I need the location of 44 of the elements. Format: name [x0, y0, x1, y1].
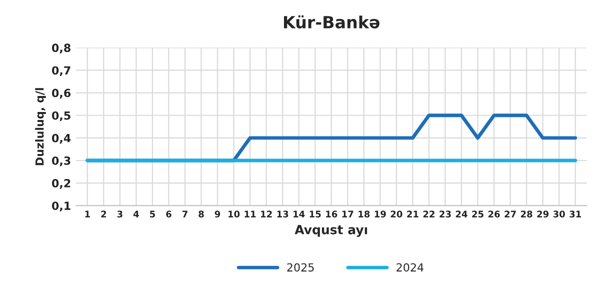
y-tick-label: 0,3 [52, 156, 70, 166]
x-tick-label: 20 [390, 210, 402, 218]
y-tick-label: 0,8 [52, 44, 70, 54]
x-tick-label: 3 [117, 210, 122, 218]
x-tick-label: 13 [277, 210, 288, 218]
y-tick-label: 0,4 [52, 134, 71, 144]
x-tick-label: 16 [326, 210, 338, 218]
y-tick-label: 0,7 [52, 66, 70, 76]
x-tick-label: 10 [228, 210, 240, 218]
x-tick-label: 15 [310, 210, 321, 218]
legend-label: 2025 [287, 263, 314, 272]
x-tick-label: 12 [261, 210, 272, 218]
x-tick-label: 11 [244, 210, 256, 218]
x-tick-label: 23 [440, 210, 451, 218]
y-tick-label: 0,2 [52, 179, 70, 189]
x-tick-label: 17 [342, 210, 354, 218]
x-tick-label: 4 [133, 210, 139, 218]
chart-title: Kür-Bankə [284, 15, 380, 28]
legend-label: 2024 [396, 263, 424, 272]
x-tick-label: 5 [150, 210, 155, 218]
x-tick-label: 6 [166, 210, 172, 218]
x-tick-label: 29 [537, 210, 549, 218]
x-tick-label: 25 [472, 210, 484, 218]
y-tick-label: 0,5 [52, 111, 70, 122]
x-tick-label: 18 [358, 210, 370, 218]
x-tick-label: 31 [570, 210, 581, 218]
y-tick-label: 0,6 [52, 88, 71, 99]
x-axis-title: Avqust ayı [294, 225, 368, 237]
x-tick-label: 19 [374, 210, 386, 218]
x-tick-label: 7 [182, 210, 188, 218]
x-tick-label: 26 [488, 210, 500, 218]
x-tick-label: 8 [198, 210, 204, 218]
x-tick-label: 28 [520, 210, 532, 218]
x-tick-label: 27 [504, 210, 516, 218]
x-tick-label: 14 [294, 210, 305, 218]
y-axis-title: Duzluluq, q/l [35, 88, 46, 166]
y-tick-label: 0,1 [52, 202, 70, 212]
x-tick-label: 9 [214, 210, 220, 218]
x-tick-label: 2 [101, 210, 106, 218]
x-tick-label: 22 [423, 210, 434, 218]
x-tick-label: 24 [456, 210, 468, 218]
x-tick-label: 21 [407, 210, 418, 218]
x-tick-label: 30 [553, 210, 565, 218]
x-tick-label: 1 [85, 210, 90, 218]
